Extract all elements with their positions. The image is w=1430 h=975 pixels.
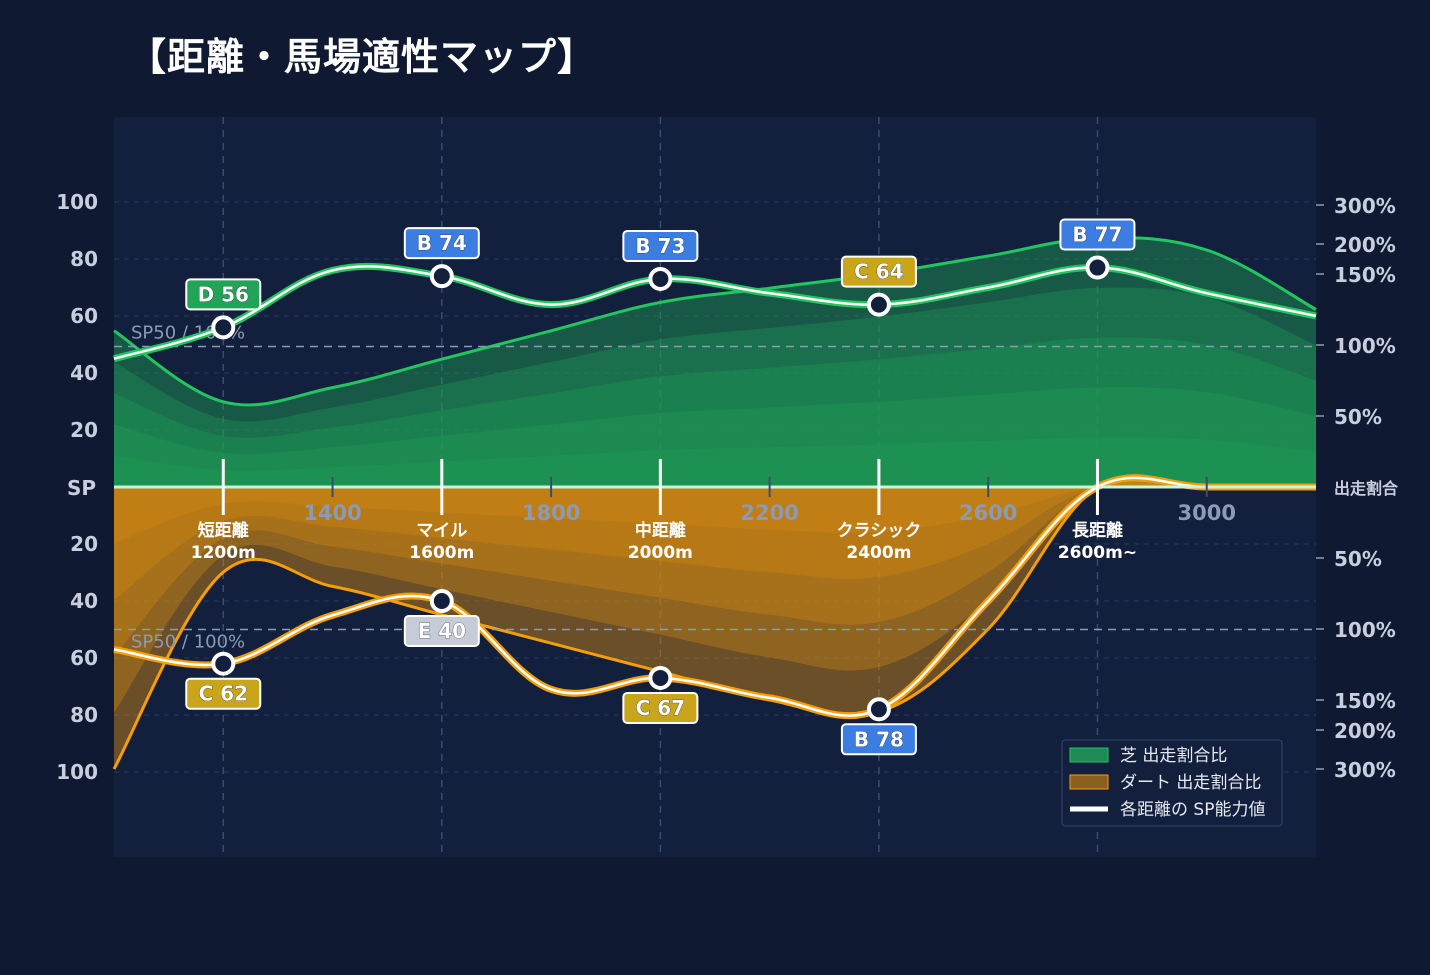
turf-grade-point [648, 266, 673, 291]
right-axis-tick: 100% [1334, 618, 1396, 642]
category-label: 長距離 [1072, 520, 1123, 541]
right-axis-tick: 200% [1334, 719, 1396, 743]
dirt-grade-point [429, 589, 454, 613]
legend-label: 各距離の SP能力値 [1120, 800, 1265, 820]
left-axis-tick: 100 [56, 760, 98, 784]
category-label: クラシック [837, 521, 922, 541]
dirt-grade-badge-label: C 67 [636, 696, 685, 720]
turf-area [113, 236, 1317, 487]
left-axis-tick: 80 [70, 247, 98, 271]
dirt-area [112, 474, 1317, 770]
right-axis-tick: 50% [1334, 405, 1382, 429]
turf-grade-badge-label: B 77 [1072, 223, 1122, 247]
dirt-grade-badge-label: E 40 [418, 619, 466, 643]
left-axis-tick: 40 [70, 361, 98, 385]
dirt-area-layer [114, 475, 1316, 769]
category-label: マイル [416, 521, 467, 541]
turf-grade-badge [1059, 218, 1136, 251]
legend-label: ダート 出走割合比 [1120, 773, 1261, 793]
turf-grade-badge [622, 229, 699, 262]
category-label: 短距離 [198, 520, 249, 541]
turf-grade-point [1085, 255, 1110, 280]
category-label: 中距離 [635, 520, 686, 541]
dirt-area-layer [114, 477, 1316, 713]
legend-box [1061, 739, 1283, 827]
left-axis-tick: 40 [70, 589, 98, 613]
dirt-grade-point [648, 665, 673, 690]
right-axis-tick: 100% [1334, 334, 1396, 358]
category-distance: 1600m [409, 543, 474, 563]
dirt-grade-badge [622, 691, 699, 724]
left-axis-tick: 100 [56, 190, 98, 214]
left-axis-tick: 80 [70, 703, 98, 727]
dirt-grade-badge [840, 723, 917, 756]
dirt-area-layer [114, 480, 1316, 657]
turf-grade-badge-label: D 56 [198, 282, 249, 306]
turf-area-layer [114, 437, 1316, 487]
dirt-grade-badge [403, 615, 480, 647]
dirt-area-layer [114, 482, 1316, 600]
turf-grade-badge [403, 227, 480, 260]
x-tick-label: 1800 [522, 501, 580, 525]
dirt-area-layer [114, 484, 1316, 544]
turf-grade-point [866, 292, 891, 317]
x-tick-label: 1400 [303, 501, 361, 525]
right-axis-tick: 300% [1334, 758, 1396, 782]
chart-title: 【距離・馬場適性マップ】 [128, 35, 597, 79]
dirt-grade-badge-label: C 62 [199, 682, 248, 706]
turf-grade-badge [185, 278, 262, 311]
turf-area-layer [114, 287, 1316, 487]
dirt-grade-badge [185, 677, 262, 710]
turf-grade-badge-label: C 64 [854, 260, 903, 284]
right-axis-tick: 150% [1334, 263, 1396, 287]
left-axis-tick: 20 [70, 532, 98, 556]
right-axis-tick: 300% [1334, 194, 1396, 218]
right-axis-center-label: 出走割合 [1334, 479, 1399, 498]
left-axis-tick: 60 [70, 646, 98, 670]
right-axis-tick: 200% [1334, 233, 1396, 257]
reference-label: SP50 / 100% [131, 632, 245, 653]
left-axis-tick: 60 [70, 304, 98, 328]
category-distance: 2400m [846, 543, 911, 563]
category-distance: 2600m~ [1058, 543, 1137, 563]
turf-grade-badge-label: B 73 [635, 234, 685, 258]
left-axis-tick: 20 [70, 418, 98, 442]
legend-swatch [1069, 747, 1109, 763]
category-distance: 2000m [628, 543, 693, 563]
turf-grade-badge [840, 255, 917, 288]
turf-grade-point [429, 264, 454, 289]
legend-swatch [1069, 774, 1109, 790]
x-tick-label: 2200 [740, 501, 798, 525]
turf-grade-badge-label: B 74 [417, 231, 467, 255]
dirt-grade-point [866, 697, 891, 722]
dirt-grade-point [211, 651, 236, 676]
turf-area-layer [114, 337, 1316, 487]
dirt-grade-badge-label: B 78 [854, 727, 904, 751]
x-tick-label: 3000 [1178, 501, 1236, 525]
turf-grade-point [211, 315, 236, 340]
turf-area-layer [114, 387, 1316, 487]
legend-label: 芝 出走割合比 [1120, 746, 1227, 766]
category-distance: 1200m [191, 543, 256, 563]
turf-area-layer [114, 237, 1316, 487]
right-axis-tick: 50% [1334, 547, 1382, 571]
left-axis-center-label: SP [67, 476, 96, 500]
right-axis-tick: 150% [1334, 689, 1396, 713]
x-tick-label: 2600 [959, 501, 1017, 525]
